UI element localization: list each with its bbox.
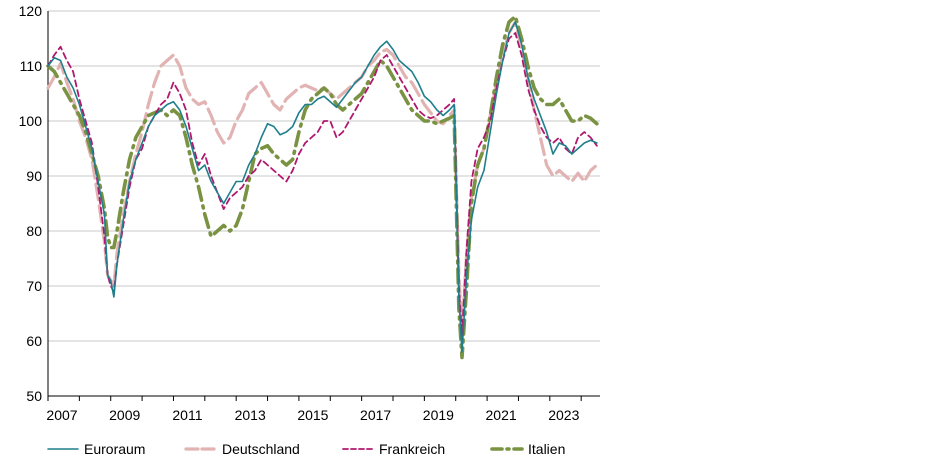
legend-label-italien: Italien	[528, 441, 565, 457]
legend: Euroraum Deutschland Frankreich Italien	[47, 441, 565, 457]
series-layer	[46, 14, 599, 360]
y-tick-label-90: 90	[26, 168, 42, 184]
series-line-frankreich	[47, 32, 598, 337]
x-tick-label-2023: 2023	[548, 407, 579, 423]
x-tick-label-2013: 2013	[235, 407, 266, 423]
x-tick-label-2015: 2015	[297, 407, 328, 423]
legend-label-deutschland: Deutschland	[222, 441, 300, 457]
x-tick-label-2011: 2011	[172, 407, 202, 423]
legend-label-frankreich: Frankreich	[379, 441, 445, 457]
x-tick-label-2009: 2009	[109, 407, 140, 423]
y-tick-label-70: 70	[26, 278, 42, 294]
legend-label-euroraum: Euroraum	[84, 441, 145, 457]
x-tick-label-2017: 2017	[360, 407, 391, 423]
axis-layer: 50 60 70 80 90 100 110 120 2007 2009 2011 2013 2015 2…	[19, 3, 600, 423]
y-tick-label-60: 60	[26, 333, 42, 349]
y-tick-label-80: 80	[26, 223, 42, 239]
x-tick-label-2019: 2019	[423, 407, 454, 423]
y-tick-label-100: 100	[19, 113, 43, 129]
x-tick-label-2007: 2007	[46, 407, 77, 423]
y-tick-label-120: 120	[19, 3, 43, 19]
series-line-italien	[46, 14, 599, 360]
x-tick-label-2021: 2021	[486, 407, 517, 423]
y-tick-label-110: 110	[20, 58, 43, 74]
y-tick-label-50: 50	[26, 388, 42, 404]
series-line-euroraum	[47, 21, 598, 353]
